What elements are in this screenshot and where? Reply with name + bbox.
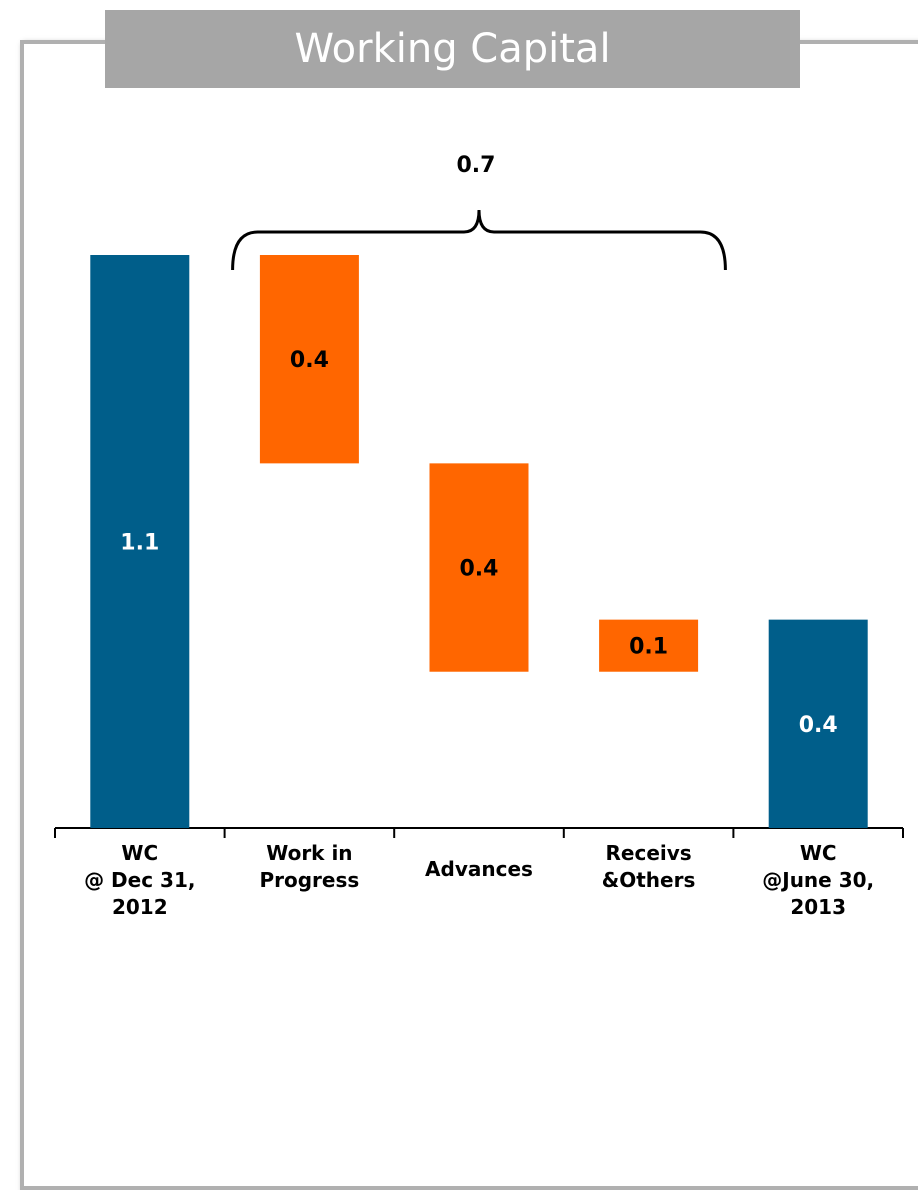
value-label: 1.1 <box>120 531 159 556</box>
bar <box>599 619 699 672</box>
x-tick-label: WC @June 30, 2013 <box>762 841 875 919</box>
x-tick-label: WC @ Dec 31, 2012 <box>84 841 196 919</box>
bar <box>768 619 868 828</box>
x-tick-label: Work in Progress <box>259 841 360 892</box>
annotation: 0.7 <box>457 153 496 178</box>
bar <box>90 255 190 828</box>
value-label: 0.4 <box>290 348 329 373</box>
value-label: 0.1 <box>629 635 668 660</box>
value-label: 0.4 <box>460 557 499 582</box>
brace <box>231 209 727 271</box>
x-tick-label: Advances <box>425 857 533 881</box>
x-tick-label: Receivs &Others <box>601 841 696 892</box>
value-label: 0.4 <box>799 713 838 738</box>
bar <box>429 463 529 672</box>
bar <box>259 255 359 464</box>
chart-title: Working Capital <box>105 10 800 88</box>
